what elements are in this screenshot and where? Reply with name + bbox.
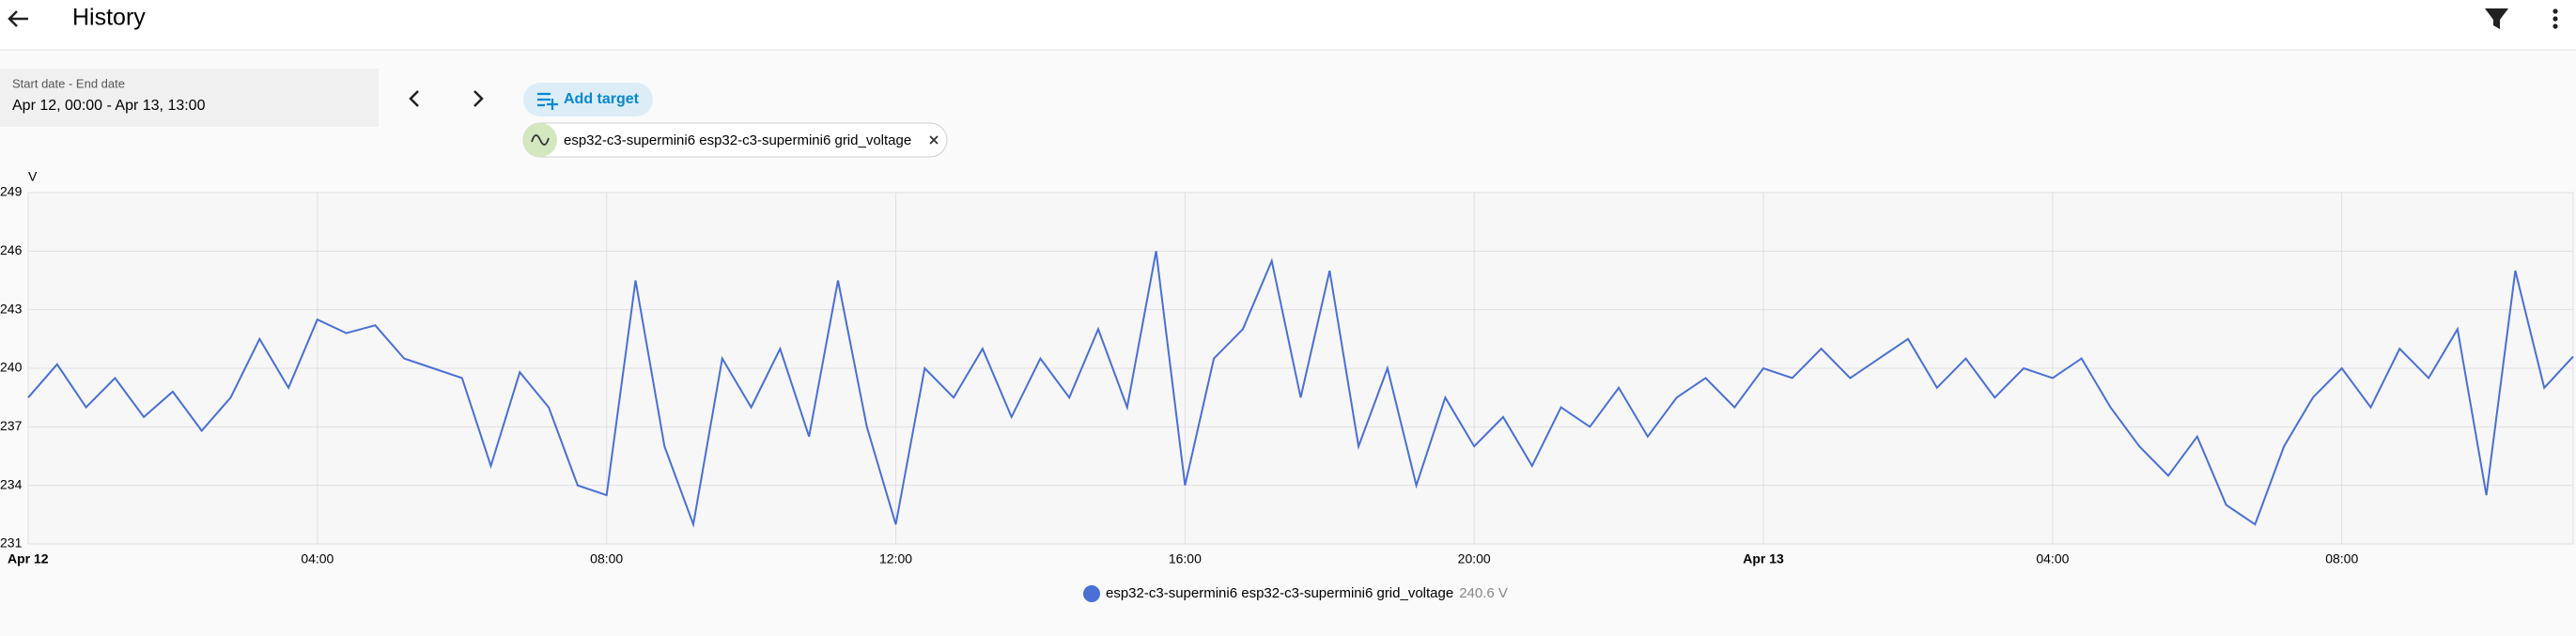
target-chip-label: esp32-c3-superminі6 esp32-c3-superminі6 … [564, 132, 911, 148]
x-tick-label: 08:00 [590, 551, 623, 566]
x-tick-label: 04:00 [301, 551, 334, 566]
page-title: History [72, 5, 146, 31]
next-button[interactable] [473, 90, 484, 107]
x-tick-label: Apr 12 [8, 551, 49, 566]
y-tick-label: 234 [0, 476, 23, 491]
y-tick-label: 249 [0, 184, 23, 199]
y-tick-label: 246 [0, 242, 23, 257]
y-tick-label: 243 [0, 301, 23, 316]
y-tick-label: 237 [0, 418, 23, 433]
y-tick-label: 231 [0, 535, 23, 551]
x-tick-label: 04:00 [2036, 551, 2069, 566]
x-tick-label: Apr 13 [1743, 551, 1784, 566]
x-tick-label: 16:00 [1169, 551, 1202, 566]
date-caption: Start date - End date [12, 76, 125, 90]
previous-button[interactable] [409, 90, 419, 107]
add-target-label: Add target [564, 91, 640, 107]
legend-marker [1083, 585, 1100, 602]
y-axis-label: V [28, 169, 38, 184]
top-bar [0, 0, 2576, 50]
x-tick-label: 08:00 [2325, 551, 2358, 566]
legend-label: esp32-c3-superminі6 esp32-c3-superminі6 … [1106, 585, 1453, 601]
y-tick-label: 240 [0, 360, 23, 375]
remove-target-button[interactable] [929, 135, 939, 145]
menu-button[interactable] [2553, 8, 2558, 29]
add-target-button[interactable] [523, 83, 653, 116]
plot: 231 234 237 240 243 246 249 Apr 12 04:00 08:00 12:… [0, 184, 2574, 602]
legend-value: 240.6 V [1459, 585, 1508, 601]
date-picker[interactable] [0, 69, 379, 127]
clear-filter-button[interactable] [2485, 8, 2508, 29]
sine-icon [531, 134, 550, 146]
x-tick-label: 12:00 [879, 551, 912, 566]
back-button[interactable] [8, 10, 28, 27]
add-target-icon [537, 92, 558, 110]
series-line [27, 251, 2574, 529]
date-value: Apr 12, 00:00 - Apr 13, 13:00 [12, 98, 206, 114]
x-tick-label: 20:00 [1458, 551, 1491, 566]
